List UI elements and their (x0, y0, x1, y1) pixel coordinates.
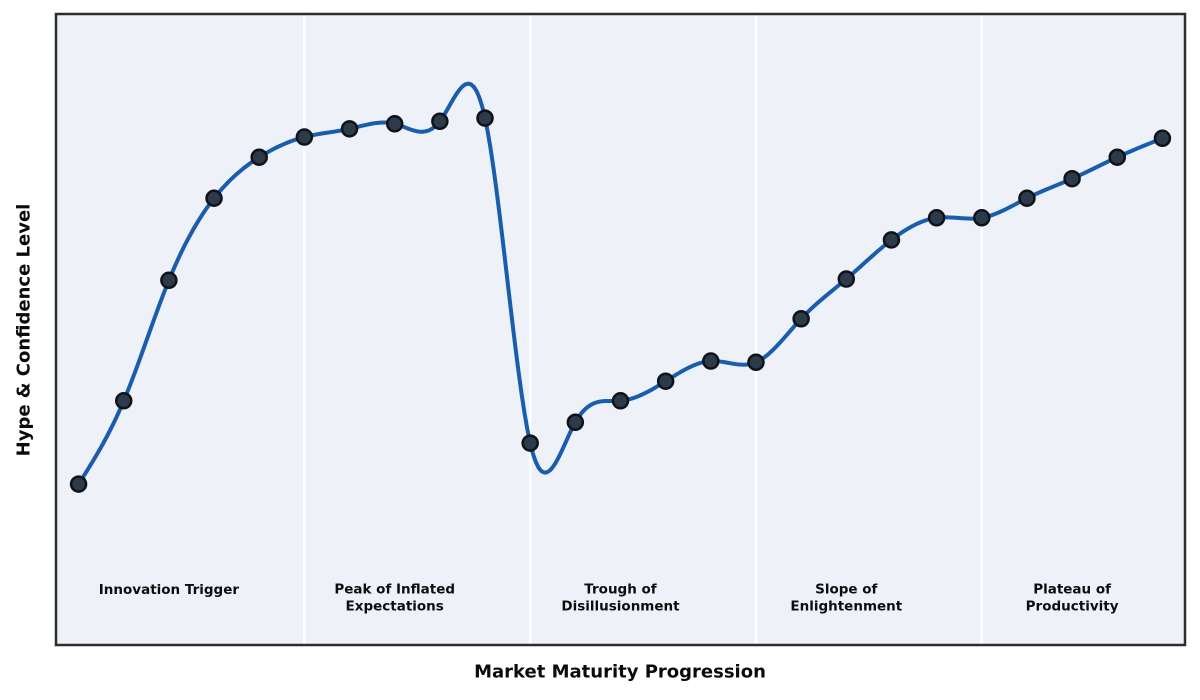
phase-label-trough-of-disillusionment: Trough of Disillusionment (561, 582, 679, 615)
phase-label-line: Slope of (815, 581, 878, 598)
data-point-marker (295, 128, 314, 146)
phase-label-line: Innovation Trigger (98, 581, 240, 598)
data-point-marker (611, 392, 630, 410)
data-point-marker (250, 148, 268, 166)
phase-label-peak-of-inflated-expectations: Peak of Inflated Expectations (334, 582, 455, 615)
data-point-marker (656, 372, 675, 390)
data-point-marker (1063, 169, 1081, 188)
data-point-marker (837, 270, 856, 288)
data-point-marker (927, 209, 946, 227)
data-point-marker (476, 109, 494, 127)
data-point-marker (973, 209, 991, 227)
phase-label-slope-of-enlightenment: Slope of Enlightenment (790, 582, 902, 615)
y-axis-label: Hype & Confidence Level (13, 203, 35, 457)
phase-label-line: Plateau of (1033, 581, 1111, 598)
data-point-marker (1108, 148, 1127, 166)
data-point-marker (792, 310, 810, 328)
data-point-marker (160, 271, 178, 290)
data-point-marker (1018, 189, 1036, 207)
data-point-marker (566, 413, 585, 432)
data-point-marker (882, 231, 901, 249)
phase-label-line: Productivity (1025, 598, 1119, 614)
phase-label-innovation-trigger: Innovation Trigger (99, 582, 239, 599)
x-axis-label: Market Maturity Progression (474, 661, 766, 683)
plot-background (56, 14, 1185, 645)
data-point-marker (114, 392, 133, 410)
data-point-marker (385, 115, 404, 133)
data-point-marker (69, 475, 88, 493)
phase-label-line: Peak of Inflated (334, 581, 456, 598)
data-point-marker (747, 353, 765, 372)
phase-label-plateau-of-productivity: Plateau of Productivity (1026, 582, 1119, 615)
phase-label-line: Expectations (345, 598, 444, 614)
data-point-marker (521, 434, 539, 452)
plot-border (54, 12, 1187, 647)
data-point-marker (340, 120, 359, 138)
phase-label-line: Trough of (584, 581, 657, 598)
data-point-marker (431, 112, 449, 131)
phase-label-line: Disillusionment (561, 598, 680, 614)
data-point-marker (702, 352, 720, 370)
phase-label-line: Enlightenment (790, 598, 903, 614)
data-point-marker (205, 189, 223, 207)
data-point-marker (1153, 129, 1172, 148)
